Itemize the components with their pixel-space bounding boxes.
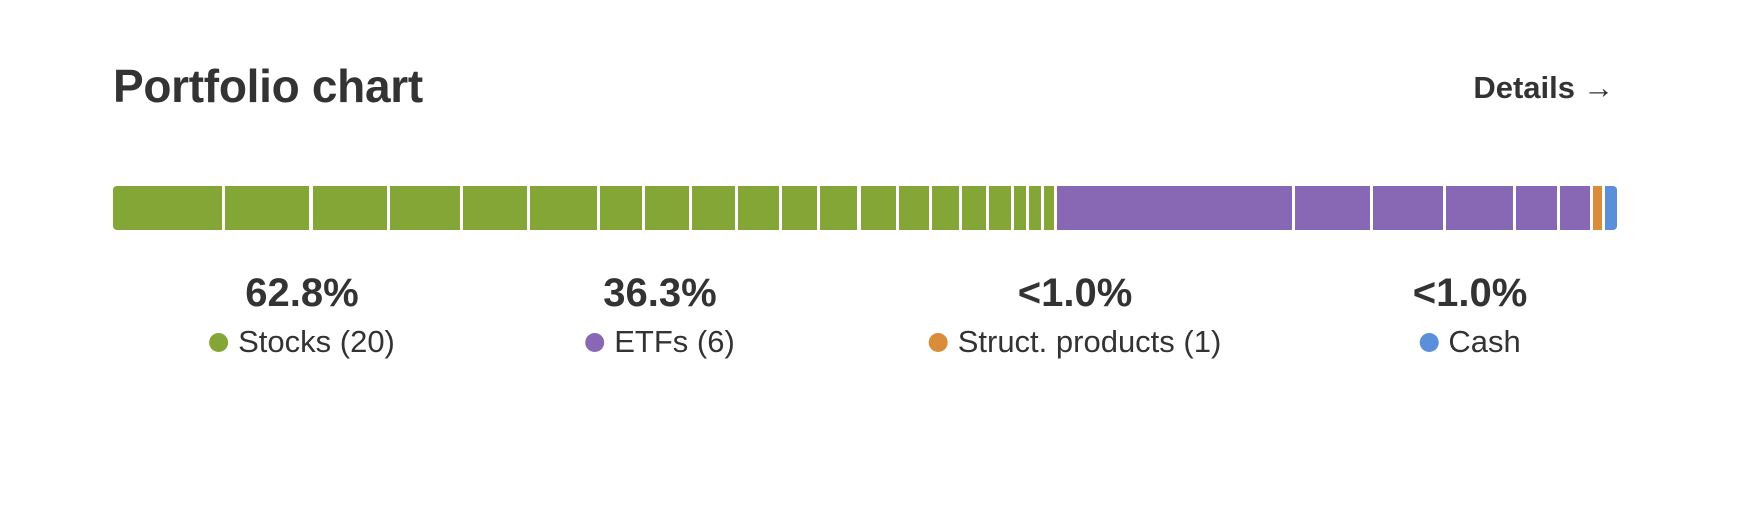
bar-segment-stocks — [899, 186, 929, 230]
bar-segment-etfs — [1560, 186, 1591, 230]
legend-dot-icon — [585, 332, 605, 352]
legend-label: Cash — [1448, 324, 1521, 359]
bar-segment-stocks — [224, 186, 310, 230]
bar-segment-stocks — [113, 186, 222, 230]
arrow-right-icon: → — [1583, 70, 1614, 105]
bar-segment-stocks — [692, 186, 736, 230]
allocation-bar — [113, 186, 1617, 230]
legend-label: Stocks (20) — [238, 324, 395, 359]
bar-segment-stocks — [738, 186, 779, 230]
legend-item-etfs: 36.3% ETFs (6) — [585, 268, 735, 362]
legend-pct: <1.0% — [1017, 271, 1133, 315]
bar-segment-structured — [1593, 186, 1603, 230]
bar-segment-stocks — [1043, 186, 1055, 230]
bar-segment-stocks — [1013, 186, 1026, 230]
bar-segment-stocks — [599, 186, 642, 230]
legend-pct: 62.8% — [245, 271, 359, 315]
bar-segment-etfs — [1057, 186, 1293, 230]
bar-segment-stocks — [1028, 186, 1041, 230]
bar-segment-stocks — [820, 186, 858, 230]
legend-dot-icon — [209, 332, 229, 352]
legend-item-structured-products: <1.0% Struct. products (1) — [928, 268, 1222, 362]
bar-segment-stocks — [312, 186, 387, 230]
page-title: Portfolio chart — [113, 60, 423, 112]
legend-item-cash: <1.0% Cash — [1413, 268, 1528, 362]
bar-segment-cash — [1605, 186, 1617, 230]
bar-segment-stocks — [860, 186, 897, 230]
legend-pct: 36.3% — [603, 271, 717, 315]
legend-item-stocks: 62.8% Stocks (20) — [209, 268, 395, 362]
legend-label: Struct. products (1) — [957, 324, 1222, 359]
bar-segment-stocks — [389, 186, 460, 230]
legend-pct: <1.0% — [1412, 271, 1528, 315]
bar-segment-stocks — [781, 186, 818, 230]
bar-segment-stocks — [961, 186, 986, 230]
legend-dot-icon — [1419, 332, 1439, 352]
bar-segment-stocks — [462, 186, 527, 230]
details-label: Details — [1473, 70, 1575, 105]
bar-segment-stocks — [644, 186, 690, 230]
legend-dot-icon — [928, 332, 948, 352]
bar-segment-stocks — [529, 186, 597, 230]
details-link[interactable]: Details → — [1473, 68, 1614, 108]
bar-segment-stocks — [988, 186, 1011, 230]
bar-segment-etfs — [1445, 186, 1513, 230]
legend-label: ETFs (6) — [614, 324, 735, 359]
bar-segment-etfs — [1515, 186, 1558, 230]
bar-segment-stocks — [931, 186, 959, 230]
bar-segment-etfs — [1295, 186, 1370, 230]
bar-segment-etfs — [1372, 186, 1443, 230]
legend: 62.8% Stocks (20) 36.3% ETFs (6) <1.0% S… — [0, 268, 1745, 378]
